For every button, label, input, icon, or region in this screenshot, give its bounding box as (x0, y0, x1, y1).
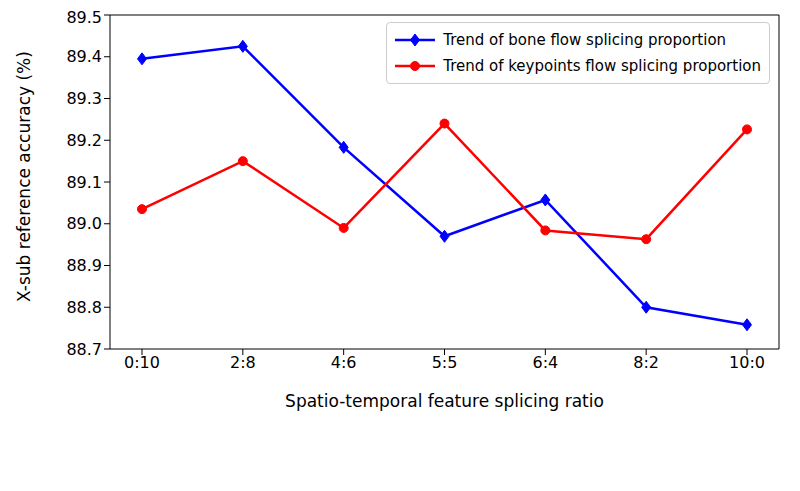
svg-text:X-sub reference accuracy (%): X-sub reference accuracy (%) (14, 51, 34, 302)
svg-text:6:4: 6:4 (532, 353, 558, 372)
svg-text:89.2: 89.2 (66, 131, 102, 150)
svg-text:88.8: 88.8 (66, 298, 102, 317)
svg-text:89.4: 89.4 (66, 47, 102, 66)
svg-text:88.7: 88.7 (66, 340, 102, 359)
svg-text:0:10: 0:10 (124, 353, 160, 372)
svg-text:8:2: 8:2 (633, 353, 659, 372)
svg-text:89.5: 89.5 (66, 8, 102, 27)
svg-text:88.9: 88.9 (66, 256, 102, 275)
svg-text:89.0: 89.0 (66, 214, 102, 233)
svg-text:10:0: 10:0 (729, 353, 765, 372)
svg-text:4:6: 4:6 (331, 353, 357, 372)
svg-text:5:5: 5:5 (432, 353, 458, 372)
html-text:Trend of bone flow splicing pr: Trend of bone flow splicing proportion (443, 31, 727, 49)
svg-text:89.1: 89.1 (66, 173, 102, 192)
svg-text:Spatio-temporal feature splici: Spatio-temporal feature splicing ratio (285, 391, 604, 411)
html-text:Trend of keypoints flow splici: Trend of keypoints flow splicing proport… (443, 57, 761, 75)
svg-text:2:8: 2:8 (230, 353, 256, 372)
svg-text:89.3: 89.3 (66, 89, 102, 108)
